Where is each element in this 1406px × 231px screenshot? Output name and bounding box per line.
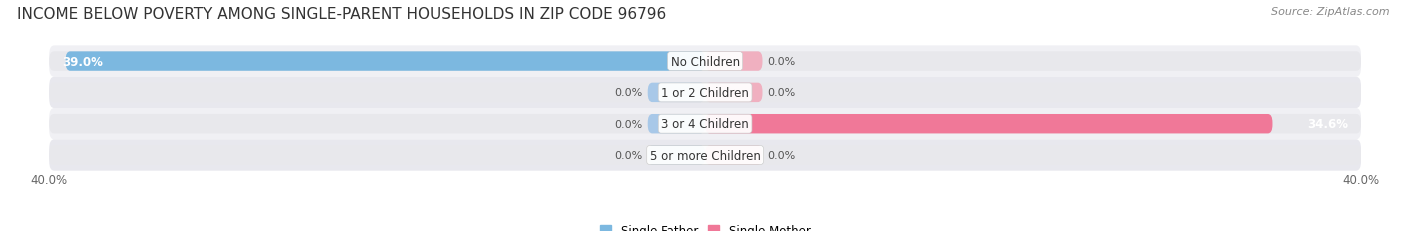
FancyBboxPatch shape <box>49 115 1361 134</box>
Text: 0.0%: 0.0% <box>768 150 796 160</box>
FancyBboxPatch shape <box>648 115 706 134</box>
Text: 5 or more Children: 5 or more Children <box>650 149 761 162</box>
FancyBboxPatch shape <box>49 52 1361 71</box>
Legend: Single Father, Single Mother: Single Father, Single Mother <box>599 225 811 231</box>
Text: INCOME BELOW POVERTY AMONG SINGLE-PARENT HOUSEHOLDS IN ZIP CODE 96796: INCOME BELOW POVERTY AMONG SINGLE-PARENT… <box>17 7 666 22</box>
FancyBboxPatch shape <box>706 83 762 103</box>
Text: No Children: No Children <box>671 55 740 68</box>
FancyBboxPatch shape <box>49 140 1361 171</box>
Text: Source: ZipAtlas.com: Source: ZipAtlas.com <box>1271 7 1389 17</box>
FancyBboxPatch shape <box>49 46 1361 77</box>
FancyBboxPatch shape <box>706 115 1272 134</box>
FancyBboxPatch shape <box>49 146 1361 165</box>
FancyBboxPatch shape <box>706 52 762 71</box>
Text: 3 or 4 Children: 3 or 4 Children <box>661 118 749 131</box>
Text: 0.0%: 0.0% <box>614 150 643 160</box>
FancyBboxPatch shape <box>648 83 706 103</box>
Text: 0.0%: 0.0% <box>614 119 643 129</box>
Text: 0.0%: 0.0% <box>768 88 796 98</box>
FancyBboxPatch shape <box>49 109 1361 140</box>
Text: 1 or 2 Children: 1 or 2 Children <box>661 86 749 100</box>
FancyBboxPatch shape <box>49 77 1361 109</box>
FancyBboxPatch shape <box>49 83 1361 103</box>
Text: 39.0%: 39.0% <box>62 55 103 68</box>
Text: 0.0%: 0.0% <box>614 88 643 98</box>
FancyBboxPatch shape <box>706 146 762 165</box>
Text: 34.6%: 34.6% <box>1308 118 1348 131</box>
Text: 0.0%: 0.0% <box>768 57 796 67</box>
FancyBboxPatch shape <box>648 146 706 165</box>
FancyBboxPatch shape <box>66 52 706 71</box>
